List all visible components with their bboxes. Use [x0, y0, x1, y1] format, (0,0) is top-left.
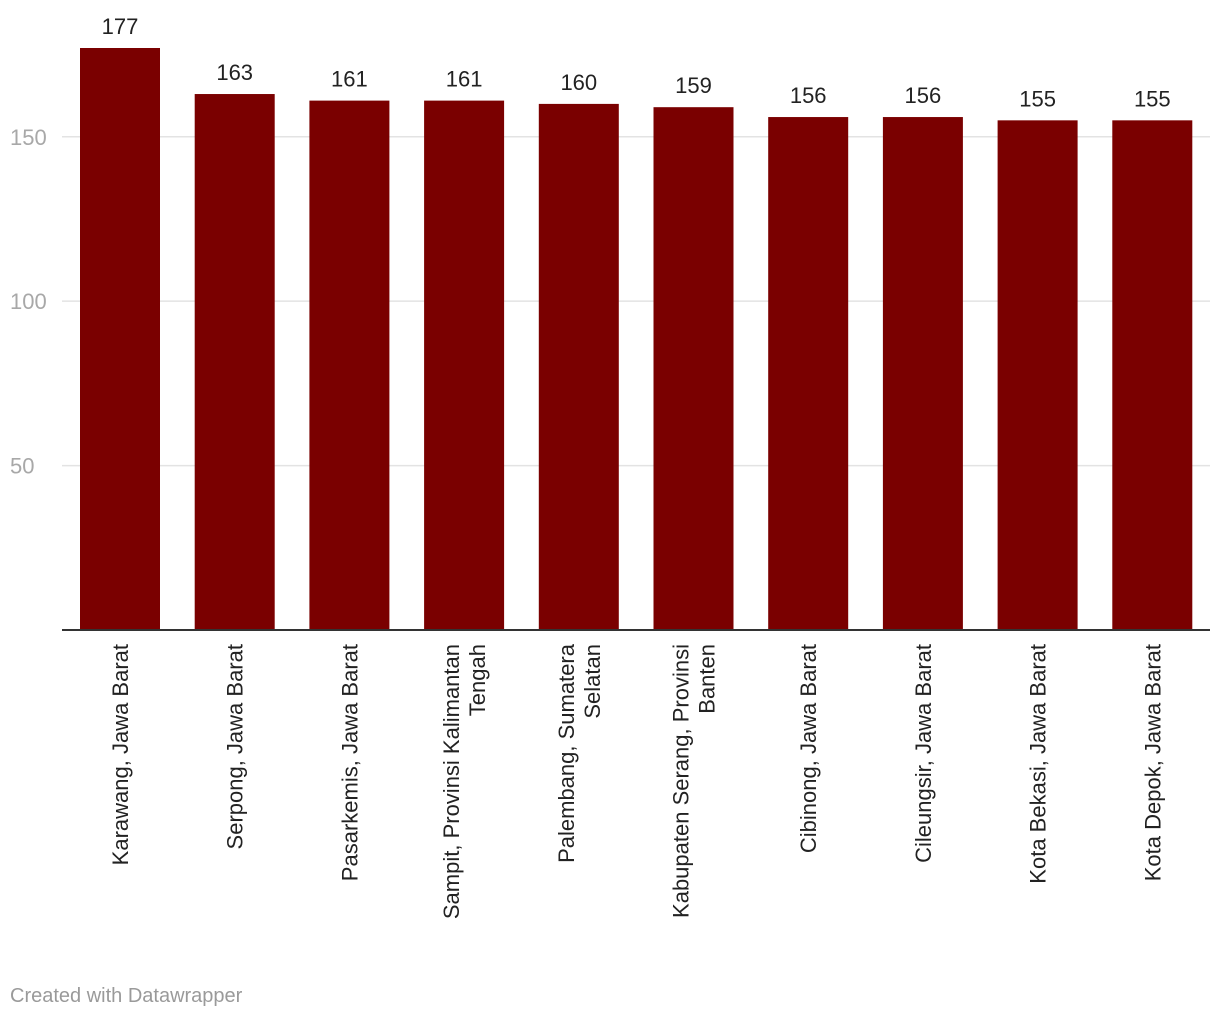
- bar: [194, 94, 275, 631]
- x-tick-label-line: Sampit, Provinsi Kalimantan: [439, 644, 464, 919]
- value-label: 160: [560, 70, 597, 95]
- y-tick-label: 50: [10, 454, 34, 479]
- x-tick-label: Kota Depok, Jawa Barat: [1140, 644, 1165, 881]
- x-tick-label-line: Serpong, Jawa Barat: [223, 644, 248, 849]
- value-label: 161: [331, 67, 368, 92]
- x-tick-label-line: Cileungsir, Jawa Barat: [911, 644, 936, 863]
- x-tick-label-line: Palembang, Sumatera: [554, 643, 579, 863]
- datawrapper-credit: Created with Datawrapper: [10, 985, 243, 1007]
- x-tick-label-line: Pasarkemis, Jawa Barat: [337, 644, 362, 881]
- bar: [997, 120, 1078, 630]
- x-tick-label: Cibinong, Jawa Barat: [796, 644, 821, 853]
- x-tick-label-line: Kabupaten Serang, Provinsi: [669, 644, 694, 918]
- value-label: 156: [905, 83, 942, 108]
- x-tick-label: Sampit, Provinsi Kalimantan Tengah: [439, 644, 490, 919]
- bar: [882, 117, 963, 631]
- x-tick-label-line: Kota Bekasi, Jawa Barat: [1026, 644, 1051, 884]
- x-tick-label: Karawang, Jawa Barat: [108, 644, 133, 865]
- x-tick-label: Pasarkemis, Jawa Barat: [337, 644, 362, 881]
- bar: [80, 48, 160, 630]
- value-label: 161: [446, 67, 483, 92]
- value-label: 159: [675, 73, 712, 98]
- y-tick-label: 100: [10, 289, 47, 314]
- bar: [538, 103, 619, 630]
- bar: [1112, 120, 1193, 630]
- value-label: 177: [102, 14, 139, 39]
- bars: [80, 48, 1193, 631]
- x-tick-label-line: Selatan: [580, 644, 605, 719]
- value-label: 163: [216, 60, 253, 85]
- y-tick-label: 150: [10, 125, 47, 150]
- bar: [309, 100, 390, 630]
- bar: [424, 100, 505, 630]
- x-tick-label-line: Tengah: [465, 644, 490, 716]
- x-tick-label-line: Kota Depok, Jawa Barat: [1140, 644, 1165, 881]
- bar: [653, 107, 734, 630]
- bar: [768, 117, 849, 631]
- x-axis-category-labels: Karawang, Jawa Barat Serpong, Jawa Barat P…: [108, 643, 1165, 919]
- x-tick-label-line: Banten: [695, 644, 720, 714]
- x-tick-label: Palembang, Sumatera Selatan: [554, 643, 605, 863]
- value-labels: 177 163 161 161 160 159 156 156 155 155: [102, 14, 1171, 111]
- value-label: 156: [790, 83, 827, 108]
- x-tick-label-line: Cibinong, Jawa Barat: [796, 644, 821, 853]
- x-tick-label: Kota Bekasi, Jawa Barat: [1026, 644, 1051, 884]
- x-tick-label-line: Karawang, Jawa Barat: [108, 644, 133, 865]
- y-axis-ticks: 50 100 150: [10, 125, 47, 479]
- value-label: 155: [1134, 86, 1171, 111]
- x-tick-label: Serpong, Jawa Barat: [223, 644, 248, 849]
- x-tick-label: Cileungsir, Jawa Barat: [911, 644, 936, 863]
- value-label: 155: [1019, 86, 1056, 111]
- x-tick-label: Kabupaten Serang, Provinsi Banten: [669, 644, 720, 918]
